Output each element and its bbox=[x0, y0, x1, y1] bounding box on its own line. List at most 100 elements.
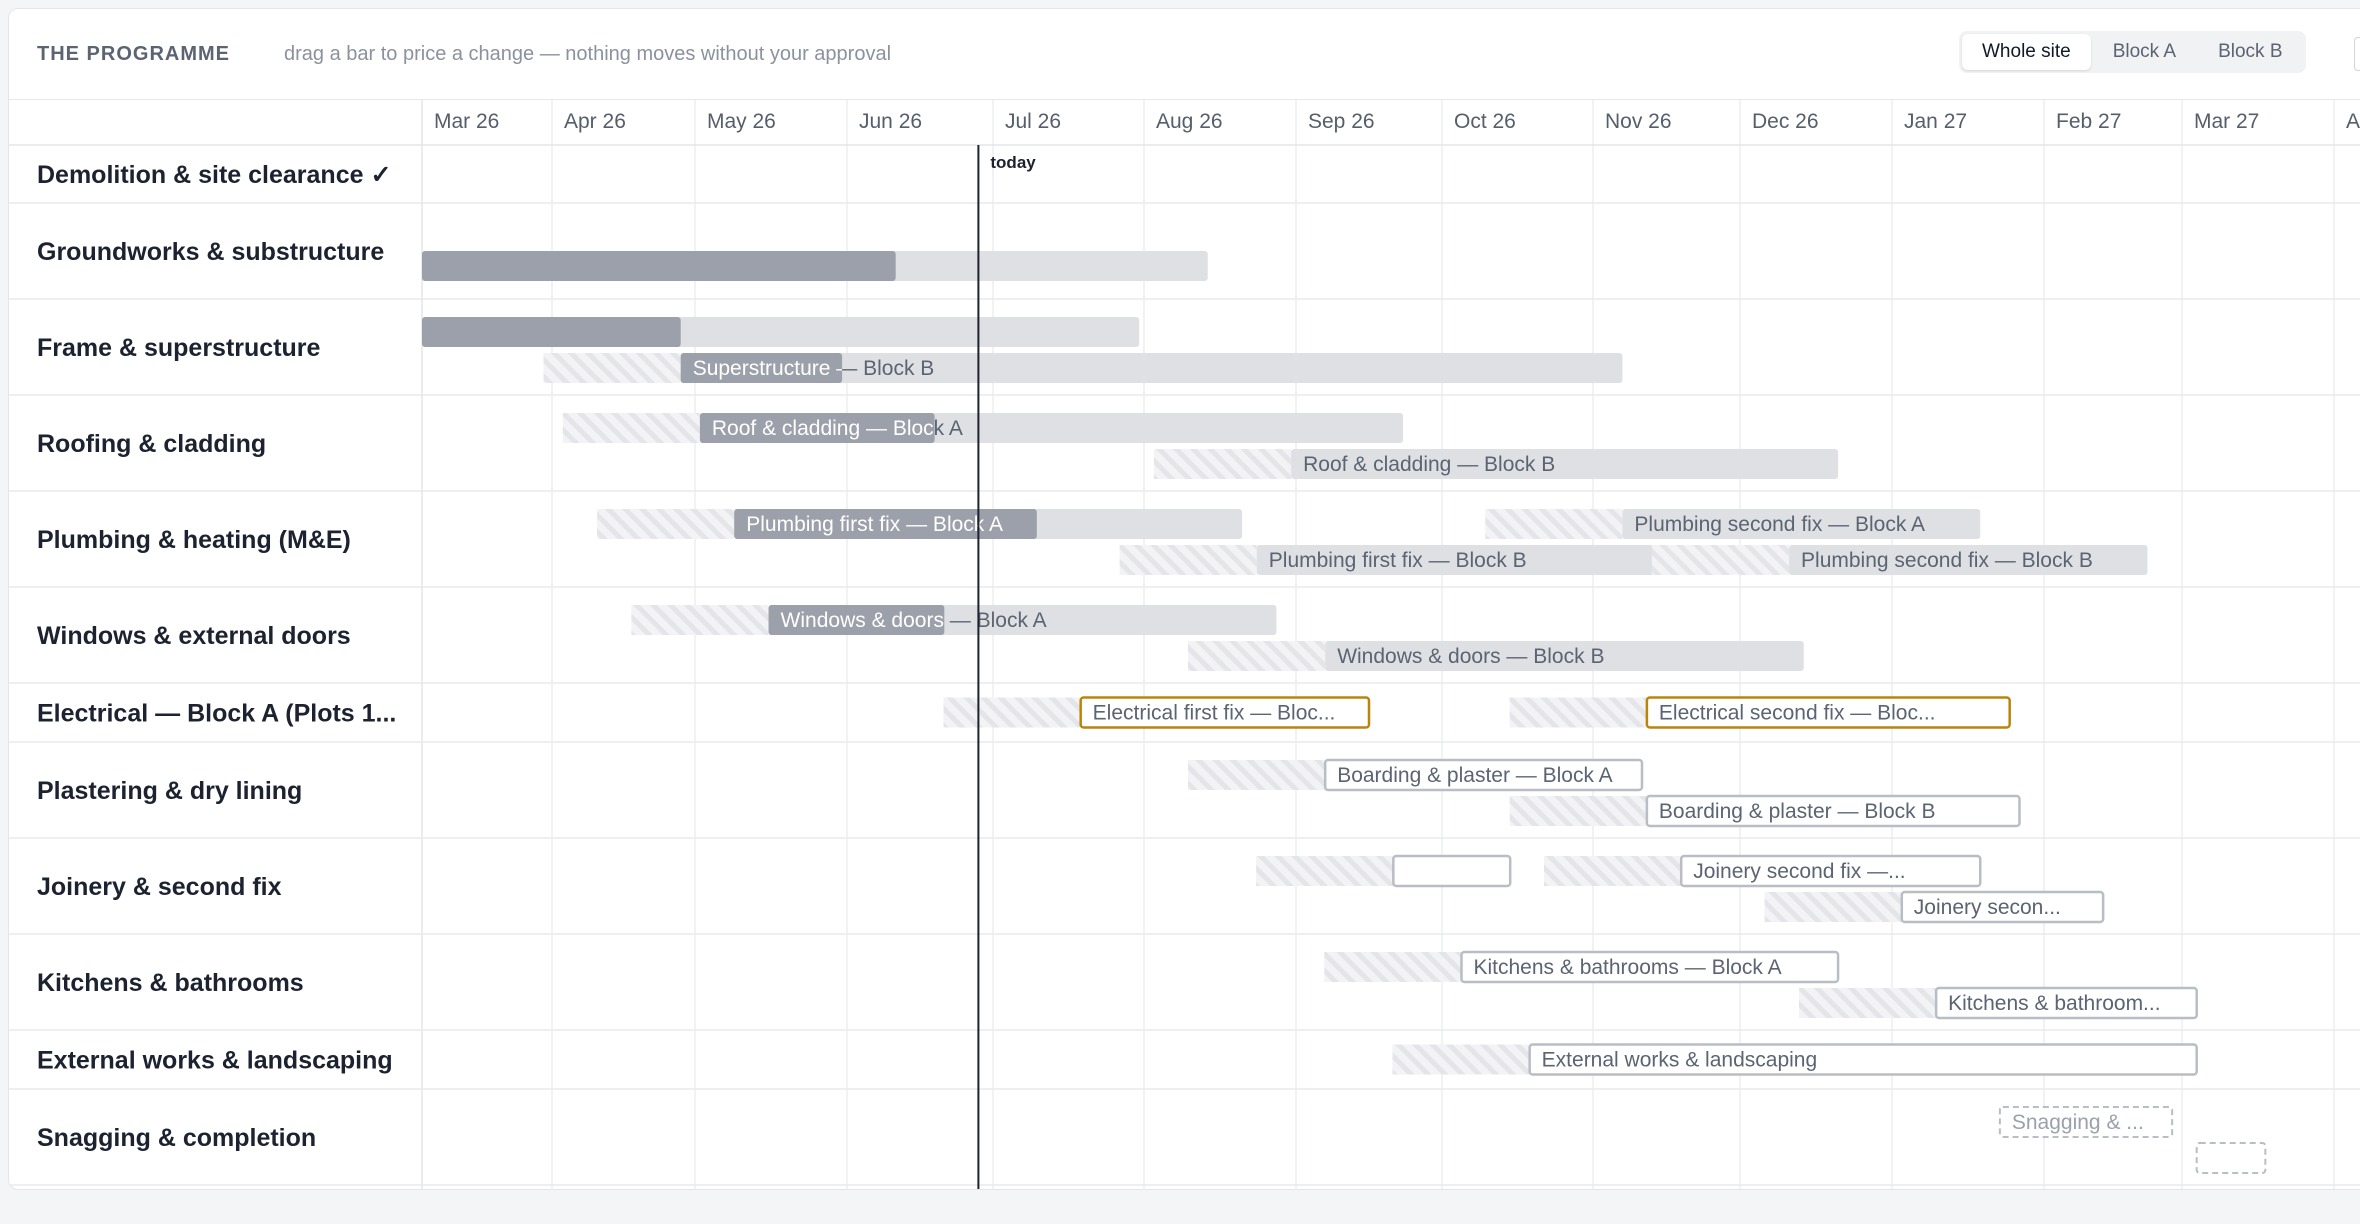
lead-time-hatch bbox=[1651, 545, 1790, 575]
task-bar-body[interactable] bbox=[1256, 545, 1691, 575]
task-bar-label: Plumbing second fix — Block A bbox=[1634, 513, 1925, 536]
lead-time-hatch bbox=[1392, 1044, 1530, 1075]
lead-time-hatch bbox=[1509, 796, 1647, 826]
tab-whole-site[interactable]: Whole site bbox=[1962, 34, 2091, 70]
programme-panel: THE PROGRAMME drag a bar to price a chan… bbox=[8, 8, 2360, 1190]
task-bar-label: Joinery secon... bbox=[1914, 896, 2061, 919]
task-bar[interactable]: External works & landscaping bbox=[1392, 1043, 2198, 1076]
task-bar[interactable]: Plumbing first fix — Block B bbox=[1119, 545, 1691, 575]
overflow-button-edge[interactable] bbox=[2354, 37, 2360, 71]
task-bar[interactable] bbox=[2195, 1142, 2267, 1174]
row-label: Groundworks & substructure bbox=[37, 238, 384, 266]
task-bar-body[interactable] bbox=[1392, 854, 1512, 888]
month-label: Jul 26 bbox=[1005, 110, 1061, 133]
task-bar[interactable]: Windows & doors — Block B bbox=[1188, 641, 1804, 671]
task-bar-body[interactable] bbox=[1323, 758, 1644, 792]
task-bar-body[interactable] bbox=[1645, 794, 2021, 828]
task-bar-label: Kitchens & bathrooms — Block A bbox=[1473, 956, 1781, 979]
task-bar[interactable] bbox=[1256, 854, 1512, 888]
month-label: Jun 26 bbox=[859, 110, 922, 133]
lead-time-hatch bbox=[1509, 697, 1647, 728]
task-bar-body[interactable] bbox=[1622, 509, 1981, 539]
task-bar-body[interactable] bbox=[1460, 950, 1840, 984]
task-bar-body[interactable] bbox=[680, 353, 1623, 383]
task-bar-body[interactable] bbox=[2195, 1142, 2267, 1174]
task-bar[interactable]: Boarding & plaster — Block B bbox=[1509, 794, 2021, 828]
month-label: Dec 26 bbox=[1752, 110, 1819, 133]
task-bar-body[interactable] bbox=[1079, 696, 1371, 729]
gantt-row: Demolition & site clearance ✓ bbox=[9, 161, 2360, 204]
task-progress-fill bbox=[422, 317, 681, 347]
tab-block-a[interactable]: Block A bbox=[2112, 41, 2177, 62]
task-bar[interactable]: Electrical first fix — Bloc... bbox=[943, 696, 1371, 729]
task-bar[interactable]: Plumbing second fix — Block B bbox=[1651, 545, 2148, 575]
task-bar[interactable] bbox=[422, 317, 1140, 347]
lead-time-hatch bbox=[1798, 988, 1937, 1018]
task-bar[interactable]: Kitchens & bathrooms — Block A bbox=[1324, 950, 1840, 984]
drag-hint: drag a bar to price a change — nothing m… bbox=[284, 43, 892, 65]
task-progress-fill bbox=[422, 251, 896, 281]
task-bar-body[interactable] bbox=[1900, 890, 2105, 924]
task-bar-label: Kitchens & bathroom... bbox=[1948, 992, 2160, 1015]
month-label: Mar 26 bbox=[434, 110, 499, 133]
month-label: Oct 26 bbox=[1454, 110, 1516, 133]
task-bar[interactable]: Roof & cladding — Block B bbox=[1153, 449, 1839, 479]
month-label: Mar 27 bbox=[2194, 110, 2259, 133]
task-bar-label: Boarding & plaster — Block B bbox=[1659, 800, 1936, 823]
task-bar[interactable]: Plumbing second fix — Block A bbox=[1485, 509, 1981, 539]
lead-time-hatch bbox=[1188, 641, 1326, 671]
row-label: Windows & external doors bbox=[37, 622, 351, 650]
task-bar-label: Electrical second fix — Bloc... bbox=[1659, 702, 1936, 725]
task-bar[interactable]: Kitchens & bathroom... bbox=[1798, 986, 2198, 1020]
task-bar-body[interactable] bbox=[1291, 449, 1839, 479]
task-bar-label: External works & landscaping bbox=[1542, 1049, 1817, 1072]
lead-time-hatch bbox=[1153, 449, 1292, 479]
lead-time-hatch bbox=[1256, 856, 1394, 886]
row-label: Joinery & second fix bbox=[37, 873, 282, 901]
task-bar-body[interactable] bbox=[1998, 1106, 2174, 1138]
task-bar-label: Roof & cladding — Block A bbox=[712, 417, 963, 440]
lead-time-hatch bbox=[1119, 545, 1257, 575]
task-bar[interactable]: Electrical second fix — Bloc... bbox=[1509, 696, 2011, 729]
task-bar[interactable]: Joinery second fix —... bbox=[1544, 854, 1982, 888]
task-bar[interactable]: Superstructure — Block BSuperstructure —… bbox=[543, 353, 1623, 383]
task-progress-fill bbox=[734, 509, 1037, 539]
task-bar-body[interactable] bbox=[1789, 545, 2148, 575]
task-progress-fill bbox=[699, 413, 935, 443]
gantt-timeline: Mar 26 Apr 26 May 26 Jun 26 Jul 26 Aug 26 Sep … bbox=[9, 100, 2360, 1189]
task-bar[interactable]: Snagging & ... bbox=[1998, 1106, 2174, 1138]
task-bar-body[interactable] bbox=[1645, 696, 2011, 729]
task-bar-body[interactable] bbox=[1528, 1043, 2198, 1076]
gantt-row: Groundworks & substructure bbox=[9, 238, 2360, 300]
row-label: Snagging & completion bbox=[37, 1124, 316, 1152]
task-bar-body[interactable] bbox=[1679, 854, 1982, 888]
gantt-row: Plumbing & heating (M&E) Plumbing first f… bbox=[9, 509, 2360, 588]
row-label: Electrical — Block A (Plots 1... bbox=[37, 700, 396, 728]
task-bar-label: Electrical first fix — Bloc... bbox=[1093, 702, 1336, 725]
row-label: Plumbing & heating (M&E) bbox=[37, 526, 351, 554]
lead-time-hatch bbox=[543, 353, 681, 383]
task-bar-label: Plumbing first fix — Block A bbox=[746, 513, 1003, 536]
task-bar-body[interactable] bbox=[1325, 641, 1804, 671]
row-label: Frame & superstructure bbox=[37, 334, 321, 362]
task-bar[interactable]: Boarding & plaster — Block A bbox=[1188, 758, 1644, 792]
task-bar[interactable] bbox=[422, 251, 1208, 281]
tab-block-b[interactable]: Block B bbox=[2218, 41, 2283, 62]
gantt-row: Electrical — Block A (Plots 1... Electric… bbox=[9, 696, 2360, 743]
programme-header: THE PROGRAMME drag a bar to price a chan… bbox=[9, 9, 2360, 100]
gantt-row: External works & landscaping External wor… bbox=[9, 1043, 2360, 1090]
gantt-row: Windows & external doors Windows & doors … bbox=[9, 605, 2360, 684]
gantt-row: Roofing & cladding Roof & cladding — Bloc… bbox=[9, 413, 2360, 492]
month-label: Sep 26 bbox=[1308, 110, 1375, 133]
month-label: Aug 26 bbox=[1156, 110, 1223, 133]
month-label: Apr 26 bbox=[564, 110, 626, 133]
task-bar-body[interactable] bbox=[1934, 986, 2198, 1020]
row-label: External works & landscaping bbox=[37, 1047, 393, 1075]
gantt-row: Frame & superstructure Superstructure — B… bbox=[9, 317, 2360, 396]
task-bar[interactable]: Joinery secon... bbox=[1764, 890, 2105, 924]
page-title: THE PROGRAMME bbox=[37, 43, 230, 65]
month-label: Feb 27 bbox=[2056, 110, 2121, 133]
